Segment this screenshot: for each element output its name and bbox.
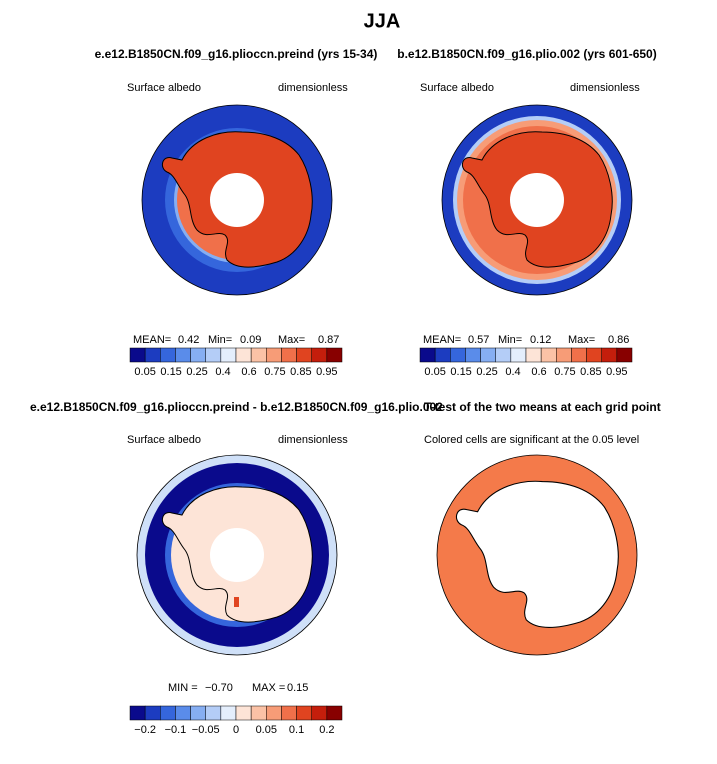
stat: Max= (278, 334, 305, 346)
stat: 0.09 (240, 334, 261, 346)
colorbar-box (465, 347, 481, 363)
colorbar-box (434, 347, 451, 363)
colorbar-box (235, 705, 252, 721)
polar-map (441, 104, 633, 296)
colorbar-box (586, 347, 602, 363)
colorbar-box (205, 347, 222, 363)
stat: MIN = (168, 682, 198, 694)
stat: 0.87 (318, 334, 339, 346)
colorbar-box (450, 347, 466, 363)
colorbar-label: 0.95 (316, 366, 337, 378)
polar-map (141, 104, 333, 296)
colorbar-label: 0.25 (476, 366, 497, 378)
colorbar-label: 0.6 (531, 366, 546, 378)
colorbar-label: 0.75 (264, 366, 285, 378)
colorbar-label: 0.4 (215, 366, 230, 378)
stat: 0.12 (530, 334, 551, 346)
colorbar-box (235, 347, 252, 363)
polar-map (436, 454, 638, 656)
colorbar-box (556, 347, 572, 363)
colorbar-box (281, 705, 297, 721)
colorbar-box (495, 347, 512, 363)
colorbar-box (419, 347, 436, 363)
colorbar-box (190, 705, 206, 721)
stat: 0.86 (608, 334, 629, 346)
colorbar-label: 0.15 (450, 366, 471, 378)
colorbar-label: −0.1 (165, 724, 187, 736)
colorbar-box (311, 705, 328, 721)
colorbar-box (144, 705, 161, 721)
colorbar-box (250, 705, 267, 721)
colorbar-box (296, 705, 312, 721)
colorbar-box (175, 347, 191, 363)
colorbar-box (296, 347, 312, 363)
colorbar-label: −0.05 (192, 724, 220, 736)
colorbar-box (480, 347, 496, 363)
stat: 0.57 (468, 334, 489, 346)
colorbar-label: 0.75 (554, 366, 575, 378)
variable-label: Surface albedo (127, 82, 201, 94)
colorbar-box (326, 705, 343, 721)
variable-label: Surface albedo (420, 82, 494, 94)
colorbar-label: 0.05 (256, 724, 277, 736)
colorbar-label: −0.2 (134, 724, 156, 736)
stat: 0.15 (287, 682, 308, 694)
colorbar-box (510, 347, 527, 363)
colorbar-box (175, 705, 191, 721)
colorbar-label: 0.2 (319, 724, 334, 736)
colorbar-box (160, 705, 176, 721)
colorbar-box (144, 347, 161, 363)
stat: Max= (568, 334, 595, 346)
colorbar-box (129, 705, 146, 721)
colorbar-label: 0.85 (290, 366, 311, 378)
colorbar-box (616, 347, 633, 363)
colorbar-box (205, 705, 222, 721)
stat: −0.70 (205, 682, 233, 694)
panel-title: b.e12.B1850CN.f09_g16.plio.002 (yrs 601-… (397, 47, 656, 61)
colorbar-label: 0.05 (134, 366, 155, 378)
colorbar-box (601, 347, 618, 363)
units-label: dimensionless (278, 434, 348, 446)
colorbar-label: 0.05 (424, 366, 445, 378)
colorbar-box (281, 347, 297, 363)
colorbar-label: 0.15 (160, 366, 181, 378)
colorbar-box (311, 347, 328, 363)
panel-title: T-test of the two means at each grid poi… (424, 400, 661, 414)
stat: MEAN= (133, 334, 171, 346)
colorbar-box (266, 705, 282, 721)
polar-map (136, 454, 338, 656)
colorbar-label: 0 (233, 724, 239, 736)
stat: Min= (498, 334, 522, 346)
stat: MAX = (252, 682, 285, 694)
panel-title: e.e12.B1850CN.f09_g16.plioccn.preind (yr… (95, 47, 378, 61)
colorbar-box (571, 347, 587, 363)
colorbar-box (540, 347, 557, 363)
colorbar-label: 0.1 (289, 724, 304, 736)
colorbar-label: 0.4 (505, 366, 520, 378)
colorbar-label: 0.25 (186, 366, 207, 378)
colorbar-box (129, 347, 146, 363)
colorbar-label: 0.95 (606, 366, 627, 378)
colorbar-label: 0.85 (580, 366, 601, 378)
units-label: dimensionless (570, 82, 640, 94)
colorbar-box (220, 705, 237, 721)
colorbar-box (266, 347, 282, 363)
colorbar-box (160, 347, 176, 363)
colorbar-box (250, 347, 267, 363)
note: Colored cells are significant at the 0.0… (424, 434, 639, 446)
colorbar-box (525, 347, 542, 363)
colorbar-box (190, 347, 206, 363)
variable-label: Surface albedo (127, 434, 201, 446)
figure-title: JJA (364, 10, 401, 32)
stat: 0.42 (178, 334, 199, 346)
colorbar-label: 0.6 (241, 366, 256, 378)
colorbar-box (326, 347, 343, 363)
stat: Min= (208, 334, 232, 346)
colorbar-box (220, 347, 237, 363)
stat: MEAN= (423, 334, 461, 346)
units-label: dimensionless (278, 82, 348, 94)
panel-title: e.e12.B1850CN.f09_g16.plioccn.preind - b… (30, 400, 443, 414)
